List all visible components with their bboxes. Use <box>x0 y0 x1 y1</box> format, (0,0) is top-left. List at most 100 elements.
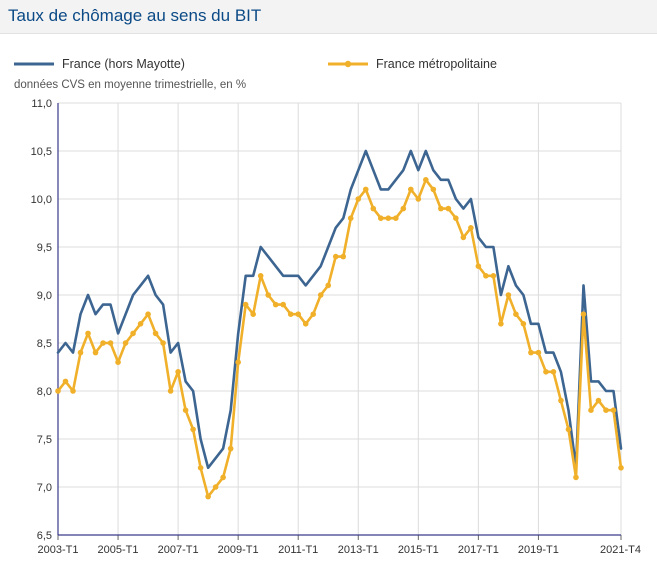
series-2-point[interactable] <box>505 292 512 298</box>
legend-item-series-1[interactable]: France (hors Mayotte) <box>14 57 185 71</box>
series-2-point[interactable] <box>220 474 226 481</box>
y-tick-label: 9,0 <box>37 290 52 302</box>
series-2-point[interactable] <box>362 186 369 193</box>
series-2-point[interactable] <box>377 215 384 221</box>
series-2-point[interactable] <box>520 321 527 327</box>
series-2-point[interactable] <box>483 273 489 279</box>
series-2-point[interactable] <box>145 311 151 318</box>
series-2-point[interactable] <box>272 301 279 308</box>
series-2-point[interactable] <box>137 321 144 327</box>
series-2-point[interactable] <box>227 445 234 452</box>
series-2-point[interactable] <box>212 484 219 490</box>
series-2-point[interactable] <box>528 349 534 356</box>
y-tick-label: 7,0 <box>37 482 52 494</box>
series-2-point[interactable] <box>453 215 459 221</box>
series-2-point[interactable] <box>490 273 497 279</box>
x-tick-label: 2013-T1 <box>338 544 379 556</box>
series-2-point[interactable] <box>610 407 617 414</box>
series-2-point[interactable] <box>603 407 609 414</box>
series-2-point[interactable] <box>205 493 211 500</box>
series-2-point[interactable] <box>317 292 324 298</box>
series-2-point[interactable] <box>242 301 249 308</box>
series-2-point[interactable] <box>167 388 174 394</box>
y-tick-label: 6,5 <box>37 530 52 542</box>
series-2-point[interactable] <box>62 378 69 385</box>
series-2-point[interactable] <box>332 253 339 260</box>
x-tick-label: 2011-T1 <box>278 544 318 556</box>
series-2-point[interactable] <box>438 205 444 212</box>
series-2-point[interactable] <box>197 465 204 471</box>
y-tick-label: 11,0 <box>31 98 52 110</box>
series-2-point[interactable] <box>107 340 114 346</box>
series-2-point[interactable] <box>55 388 61 394</box>
legend-item-series-2[interactable]: France métropolitaine <box>328 57 497 71</box>
series-2-point[interactable] <box>347 215 354 221</box>
series-2-point[interactable] <box>408 186 414 193</box>
series-2-point[interactable] <box>513 311 519 318</box>
series-line-1 <box>56 149 623 470</box>
series-2-point[interactable] <box>580 311 587 318</box>
series-2-point[interactable] <box>618 465 624 471</box>
series-2-point[interactable] <box>70 388 76 394</box>
series-2-point[interactable] <box>302 321 309 327</box>
series-2-point[interactable] <box>122 340 129 346</box>
series-2-point[interactable] <box>160 340 166 346</box>
series-2-point[interactable] <box>85 330 91 337</box>
series-2-point[interactable] <box>250 311 256 318</box>
series-2-point[interactable] <box>152 330 159 337</box>
series-2-point[interactable] <box>175 369 181 375</box>
series-2-point[interactable] <box>400 205 407 212</box>
x-tick-label: 2021-T4 <box>600 544 641 556</box>
series-2-point[interactable] <box>92 349 99 356</box>
series-2-point[interactable] <box>460 234 467 241</box>
y-tick-label: 10,5 <box>31 146 52 158</box>
series-2-point[interactable] <box>130 330 136 337</box>
series-2-point[interactable] <box>190 426 196 433</box>
y-tick-label: 9,5 <box>37 242 52 254</box>
series-2-point[interactable] <box>355 196 362 202</box>
x-tick-label: 2017-T1 <box>458 544 499 556</box>
series-2-point[interactable] <box>543 369 549 375</box>
series-2-point[interactable] <box>310 311 317 318</box>
series-2-point[interactable] <box>287 311 294 318</box>
x-tick-label: 2003-T1 <box>38 544 79 556</box>
series-2-point[interactable] <box>415 196 422 202</box>
series-2-point[interactable] <box>588 407 594 414</box>
series-2-point[interactable] <box>468 225 474 231</box>
series-2-point[interactable] <box>325 282 332 289</box>
series-2-point[interactable] <box>535 349 542 356</box>
series-2-point[interactable] <box>265 292 271 298</box>
y-tick-label: 7,5 <box>37 434 52 446</box>
legend-line-series-1-icon <box>14 62 54 66</box>
series-2-point[interactable] <box>77 349 84 356</box>
series-2-point[interactable] <box>182 407 189 414</box>
series-2-point[interactable] <box>370 205 377 212</box>
series-2-point[interactable] <box>235 359 241 366</box>
chart-title: Taux de chômage au sens du BIT <box>8 6 262 25</box>
series-2-point[interactable] <box>475 263 482 270</box>
series-2-point[interactable] <box>573 474 579 481</box>
y-tick-label: 10,0 <box>31 194 52 206</box>
series-2-point[interactable] <box>550 369 557 375</box>
series-2-point[interactable] <box>430 186 437 193</box>
series-2-point[interactable] <box>257 273 264 279</box>
series-2-point[interactable] <box>393 215 399 221</box>
legend-label-series-1: France (hors Mayotte) <box>62 57 185 71</box>
series-2-point[interactable] <box>498 321 504 327</box>
series-2-point[interactable] <box>115 359 121 366</box>
series-2-point[interactable] <box>340 253 347 260</box>
series-2-point[interactable] <box>445 205 452 212</box>
header-bar: Taux de chômage au sens du BIT <box>0 0 657 34</box>
series-2-point[interactable] <box>558 397 564 404</box>
series-2-point[interactable] <box>565 426 572 433</box>
series-2-point[interactable] <box>595 397 602 404</box>
series-2-point[interactable] <box>280 301 287 308</box>
y-tick-label: 8,5 <box>37 338 52 350</box>
legend-label-series-2: France métropolitaine <box>376 57 497 71</box>
series-2-point[interactable] <box>385 215 392 221</box>
series-2-point[interactable] <box>423 177 429 183</box>
series-line-2 <box>56 178 623 498</box>
series-2-point[interactable] <box>295 311 302 318</box>
series-2-point[interactable] <box>100 340 106 346</box>
